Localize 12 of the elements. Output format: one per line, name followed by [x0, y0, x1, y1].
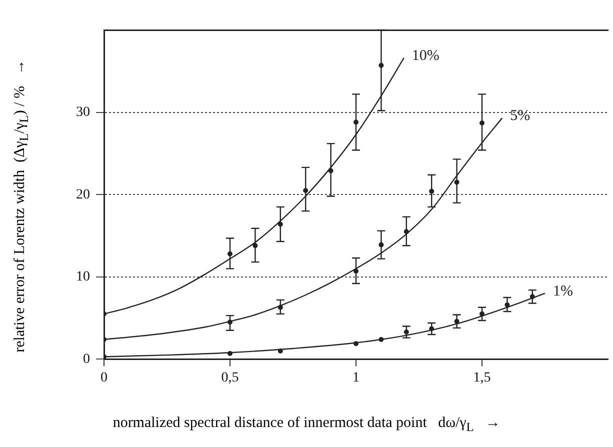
x-tick-label: 0,5 — [221, 370, 239, 386]
x-tick-label: 0 — [100, 370, 108, 386]
x-tick-label: 1 — [352, 370, 360, 386]
series-label: 10% — [412, 48, 440, 64]
y-tick-label: 10 — [76, 270, 90, 285]
series-label: 5% — [510, 108, 530, 124]
y-tick-label: 30 — [76, 104, 90, 120]
x-axis-title: normalized spectral distance of innermost data point dω/γ$_{L}$ → — [112, 415, 502, 435]
series-label: 1% — [553, 283, 573, 300]
x-tick-label: 1,5 — [473, 370, 491, 386]
y-tick-label: 0 — [83, 352, 90, 367]
y-tick-label: 20 — [76, 187, 90, 202]
